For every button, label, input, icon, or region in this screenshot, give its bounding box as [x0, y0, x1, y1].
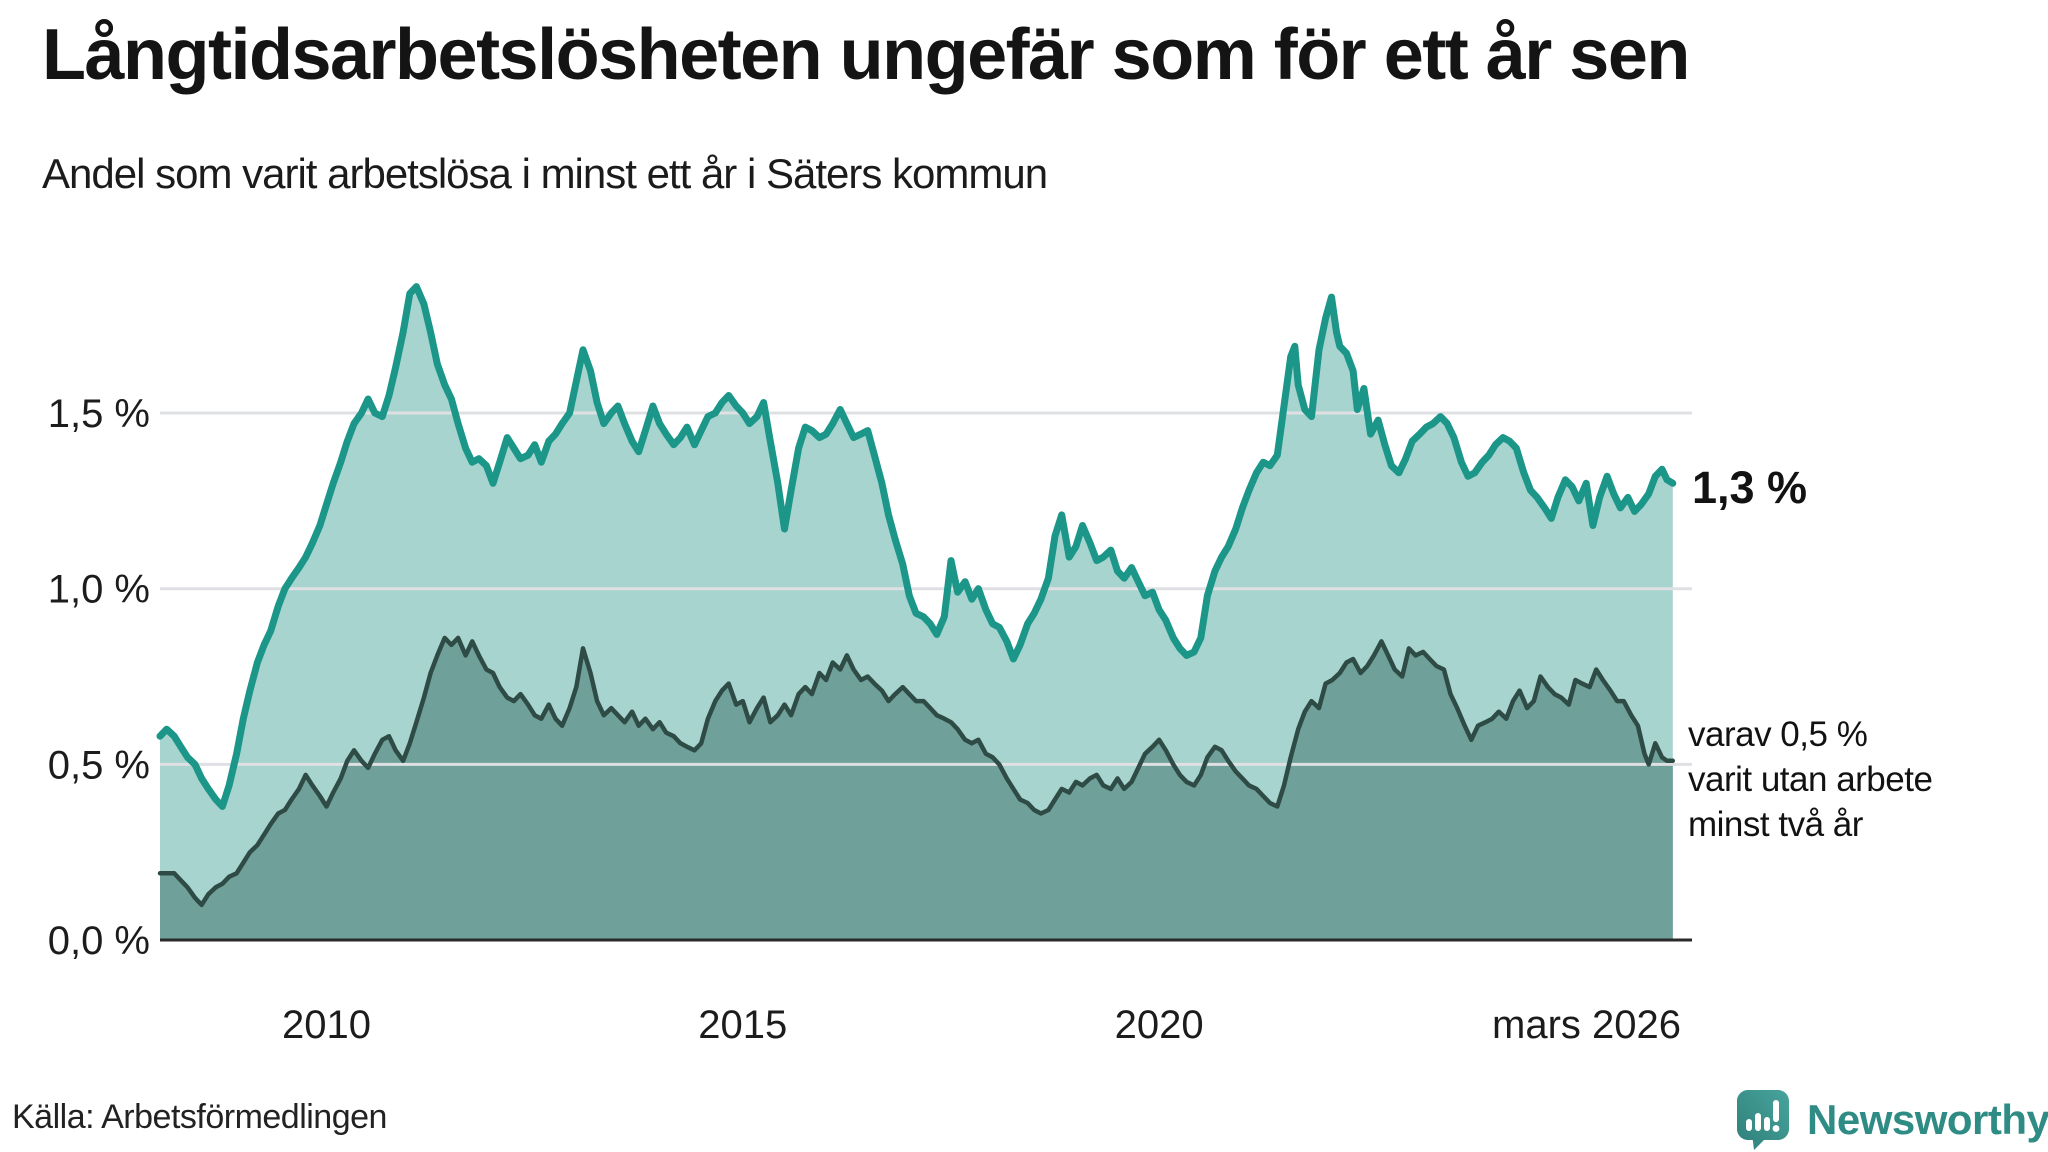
logo-bar	[1755, 1113, 1761, 1131]
newsworthy-logo-text: Newsworthy	[1807, 1096, 2048, 1143]
newsworthy-logo: Newsworthy	[1737, 1090, 2048, 1150]
source-caption: Källa: Arbetsförmedlingen	[12, 1098, 387, 1136]
x-tick-label: 2020	[1115, 1003, 1204, 1047]
series2-annotation: varav 0,5 % varit utan arbete minst två …	[1688, 712, 1933, 847]
y-tick-label: 0,0 %	[48, 919, 150, 963]
series1-line	[156, 283, 1677, 810]
series2-line	[157, 635, 1676, 908]
newsworthy-logo-icon	[1737, 1090, 1789, 1150]
page-title: Långtidsarbetslösheten ungefär som för e…	[42, 15, 1690, 95]
y-tick-label: 1,5 %	[48, 392, 150, 436]
logo-exclamation-dot	[1772, 1125, 1780, 1132]
series2-annotation-line: varit utan arbete	[1688, 760, 1933, 799]
series2-area	[160, 637, 1673, 940]
latest-value-label: 1,3 %	[1692, 462, 1808, 513]
logo-bar	[1746, 1119, 1752, 1131]
logo-bar	[1764, 1117, 1770, 1131]
x-tick-label: 2010	[282, 1003, 371, 1047]
y-tick-label: 1,0 %	[48, 568, 150, 612]
x-tick-label: mars 2026	[1492, 1003, 1681, 1047]
series2-annotation-line: minst två år	[1688, 805, 1863, 844]
y-tick-label: 0,5 %	[48, 743, 150, 787]
series2-annotation-line: varav 0,5 %	[1688, 715, 1868, 754]
x-tick-label: 2015	[698, 1003, 787, 1047]
page-subtitle: Andel som varit arbetslösa i minst ett å…	[42, 150, 1048, 197]
logo-exclamation	[1773, 1100, 1779, 1122]
